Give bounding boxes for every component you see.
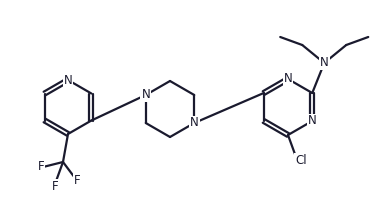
Text: N: N — [284, 72, 292, 85]
Text: F: F — [38, 161, 45, 173]
Text: N: N — [63, 74, 72, 87]
Text: Cl: Cl — [295, 154, 307, 166]
Text: N: N — [308, 115, 317, 127]
Text: F: F — [52, 180, 58, 193]
Text: N: N — [190, 117, 199, 129]
Text: N: N — [320, 57, 329, 69]
Text: N: N — [141, 88, 150, 101]
Text: F: F — [74, 173, 80, 187]
